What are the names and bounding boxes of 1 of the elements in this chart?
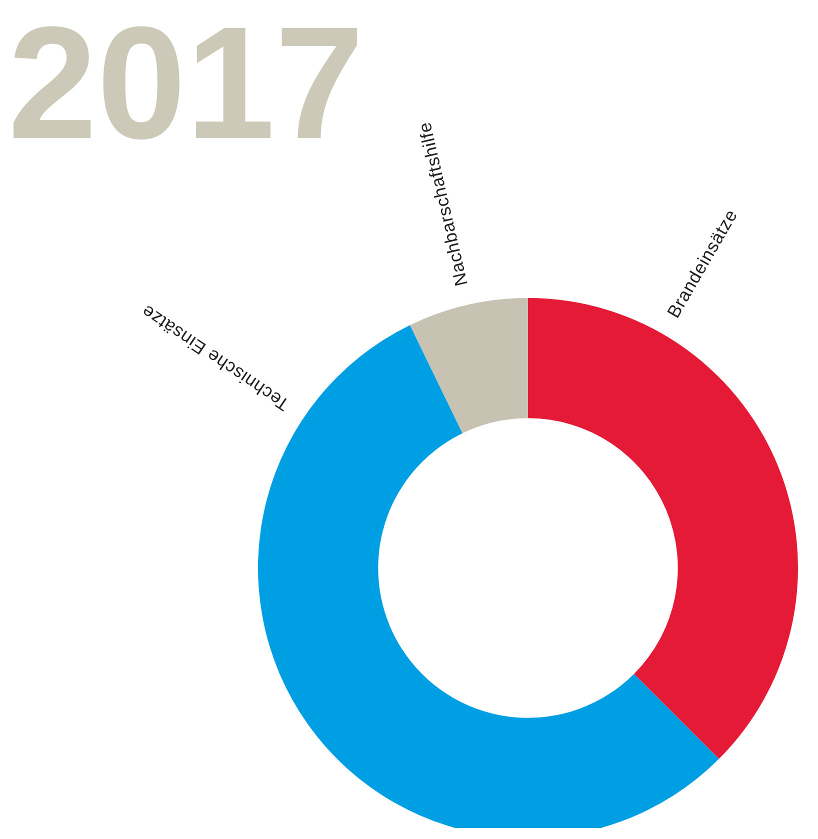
chart-title: 2017: [8, 0, 364, 172]
